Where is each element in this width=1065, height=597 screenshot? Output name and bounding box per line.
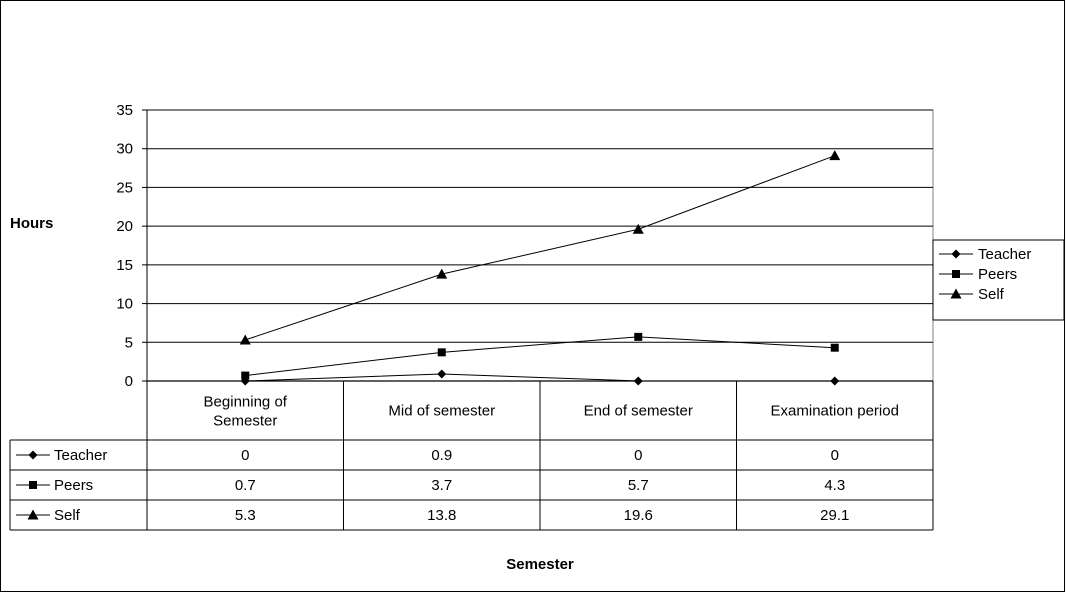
y-tick-label: 0 — [125, 373, 133, 390]
legend-marker-peers — [952, 270, 960, 278]
data-point-self — [829, 150, 841, 161]
data-point-peers — [830, 343, 839, 352]
legend-marker-teacher — [951, 249, 961, 259]
series-lines — [239, 150, 841, 386]
table-cell-peers: 5.7 — [628, 477, 649, 494]
category-label: Semester — [213, 413, 277, 430]
data-point-peers — [241, 371, 250, 380]
table-row-label-teacher: Teacher — [54, 447, 107, 464]
category-label: Examination period — [771, 403, 899, 420]
table-cell-teacher: 0 — [831, 447, 839, 464]
legend-label-self: Self — [978, 286, 1005, 303]
data-point-peers — [437, 348, 446, 357]
table-cell-peers: 0.7 — [235, 477, 256, 494]
table-cell-peers: 4.3 — [824, 477, 845, 494]
table-cell-self: 19.6 — [624, 507, 653, 524]
data-point-peers — [634, 332, 643, 341]
legend-label-teacher: Teacher — [978, 246, 1031, 263]
series-line-self — [245, 155, 835, 341]
y-tick-label: 20 — [116, 218, 133, 235]
data-point-teacher — [633, 376, 643, 386]
table-cell-teacher: 0 — [634, 447, 642, 464]
y-tick-label: 15 — [116, 257, 133, 274]
table-cell-self: 5.3 — [235, 507, 256, 524]
data-point-self — [436, 268, 448, 279]
y-tick-label: 5 — [125, 334, 133, 351]
series-line-peers — [245, 336, 835, 377]
legend: Teacher Peers Self — [932, 239, 1065, 321]
legend-label-peers: Peers — [978, 266, 1017, 283]
data-point-self — [239, 334, 251, 345]
y-tick-label: 35 — [116, 102, 133, 119]
table-row-label-peers: Peers — [54, 477, 93, 494]
category-label: Mid of semester — [388, 403, 495, 420]
table-cell-peers: 3.7 — [431, 477, 452, 494]
table-cell-self: 13.8 — [427, 507, 456, 524]
legend-marker-self — [950, 288, 962, 299]
y-tick-label: 25 — [116, 179, 133, 196]
data-point-teacher — [830, 376, 840, 386]
y-tick-label: 30 — [116, 141, 133, 158]
category-label: End of semester — [584, 403, 693, 420]
y-tick-label: 10 — [116, 296, 133, 313]
table-key-marker-peers — [29, 481, 37, 489]
table-key-marker-self — [27, 509, 39, 520]
x-axis-label: Semester — [506, 556, 574, 573]
table-cell-teacher: 0 — [241, 447, 249, 464]
data-point-self — [632, 223, 644, 234]
table-row-label-self: Self — [54, 507, 81, 524]
y-axis-label: Hours — [10, 215, 53, 232]
table-cell-self: 29.1 — [820, 507, 849, 524]
data-point-teacher — [437, 369, 447, 379]
series-line-teacher — [245, 373, 835, 382]
table-key-marker-teacher — [28, 450, 38, 460]
table-cell-teacher: 0.9 — [431, 447, 452, 464]
category-label: Beginning of — [204, 394, 288, 411]
data-table: Beginning of Semester Mid of semester End o… — [9, 381, 934, 531]
